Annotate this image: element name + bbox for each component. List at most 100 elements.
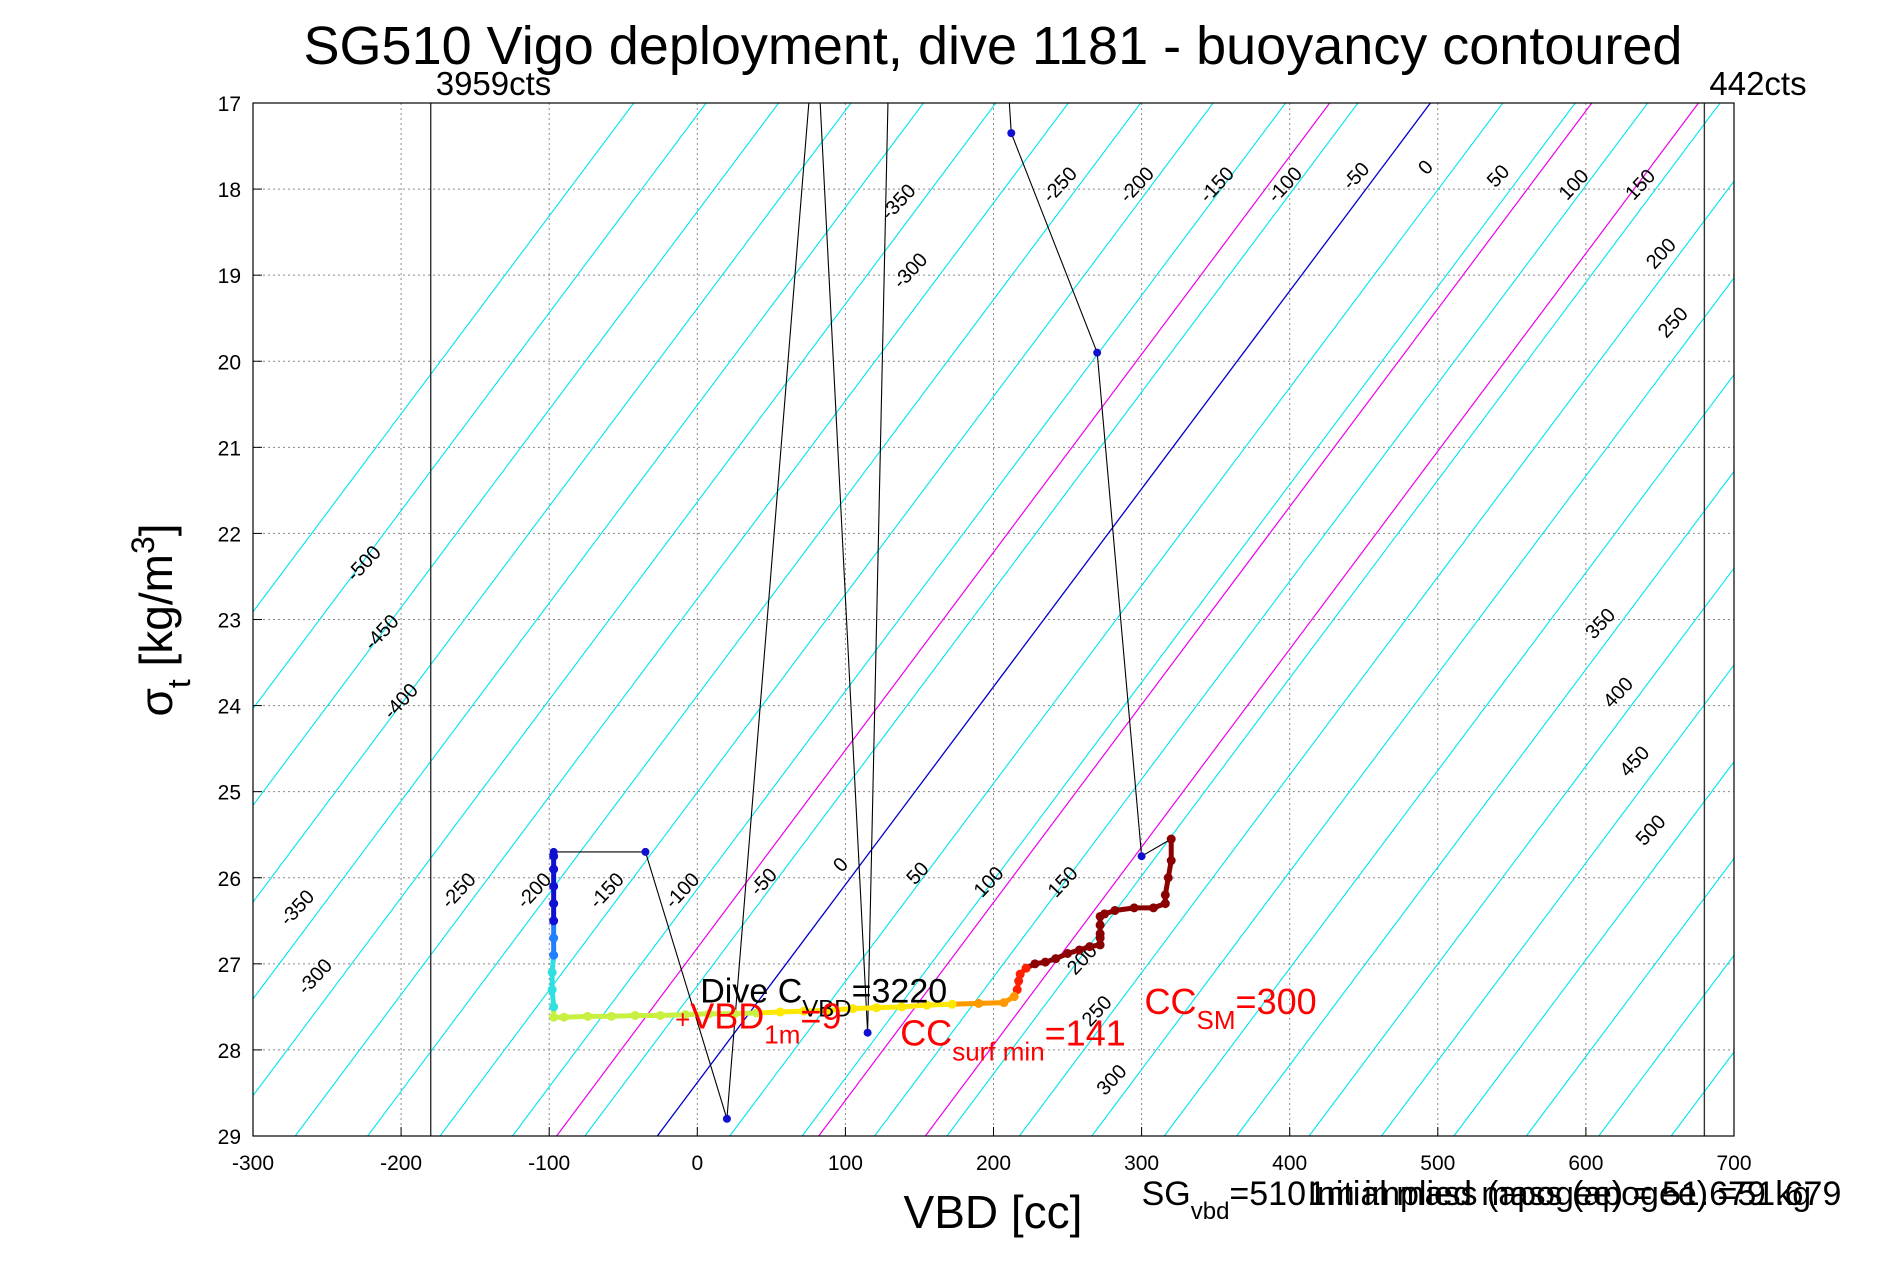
buoyancy-contour xyxy=(512,103,1286,1136)
trajectory-segment xyxy=(1141,838,1172,857)
buoyancy-contour xyxy=(1236,470,1734,1136)
dive-c-rest: =3220 xyxy=(852,973,948,1011)
trajectory-point xyxy=(1009,992,1019,1002)
y-tick-label: 23 xyxy=(218,610,241,633)
x-tick-label: -200 xyxy=(380,1152,422,1175)
x-tick-label: 200 xyxy=(976,1152,1011,1175)
trajectory-point xyxy=(1160,899,1170,909)
buoyancy-contour xyxy=(729,103,1504,1136)
contour-label: -250 xyxy=(1039,163,1082,207)
trajectory-point xyxy=(872,1003,882,1013)
trajectory-point xyxy=(1166,834,1176,844)
y-tick-label: 28 xyxy=(218,1040,241,1063)
buoyancy-contour xyxy=(801,103,1576,1136)
trajectory-point xyxy=(1166,856,1176,866)
contour-label: -350 xyxy=(877,180,920,224)
contour-label: -100 xyxy=(1264,163,1307,207)
trajectory-point xyxy=(549,899,559,909)
trajectory-segment xyxy=(819,103,869,1033)
trajectory-point xyxy=(704,1009,714,1019)
contour-label: -150 xyxy=(1195,163,1238,207)
y-tick-label: 21 xyxy=(218,437,241,460)
cc-surf-min-annotation: CCsurf min=141 xyxy=(900,1013,1126,1067)
contour-label: 50 xyxy=(902,858,933,889)
y-tick-label: 24 xyxy=(218,696,242,719)
trajectory-node xyxy=(722,1114,731,1123)
trajectory-node xyxy=(863,1028,872,1037)
vbd-1m-annotation: +VBD1m=9 xyxy=(675,995,841,1049)
trajectory-point xyxy=(1030,959,1040,969)
vbd-1m-rest: =9 xyxy=(800,995,841,1036)
contour-label: 250 xyxy=(1654,303,1693,342)
y-axis-label: σt [kg/m3] xyxy=(125,523,197,716)
y-tick-label: 26 xyxy=(218,868,241,891)
trajectory-node xyxy=(1007,129,1016,138)
buoyancy-contour xyxy=(294,103,1069,1136)
y-tick-label: 22 xyxy=(218,523,241,546)
trajectory-node xyxy=(641,847,650,856)
trajectory-point xyxy=(1085,942,1095,952)
buoyancy-contour xyxy=(1163,373,1734,1136)
trajectory-point xyxy=(974,998,984,1008)
trajectory-point xyxy=(1110,905,1120,915)
sg-vbd-sub: vbd xyxy=(1191,1197,1230,1224)
trajectory-point xyxy=(630,1010,640,1020)
trajectory-point xyxy=(1095,940,1105,950)
sg-vbd-main: SG xyxy=(1142,1175,1191,1213)
grid xyxy=(253,103,1734,1136)
vbd-1m-plus: + xyxy=(675,1004,690,1034)
x-tick-label: 300 xyxy=(1124,1152,1159,1175)
trajectory-point xyxy=(999,998,1009,1008)
contour-label: -450 xyxy=(360,610,403,654)
sg-vbd-annotation: SGvbd=510 xyxy=(1142,1175,1306,1225)
dive-trajectory xyxy=(547,103,1176,1123)
trajectory-node xyxy=(1137,852,1146,861)
vbd-limits: 3959cts 442cts xyxy=(430,65,1807,1136)
dive-c-main: Dive C xyxy=(700,973,802,1011)
reference-contour xyxy=(924,103,1699,1136)
contour-label: -400 xyxy=(379,679,422,723)
x-axis-label: VBD [cc] xyxy=(904,1186,1083,1238)
dive-c-sub: VBD xyxy=(802,995,851,1022)
y-axis-label-rest: [kg/m xyxy=(130,554,182,679)
vbd-limit-label: 442cts xyxy=(1709,65,1806,102)
y-tick-label: 29 xyxy=(218,1126,241,1149)
trajectory-point xyxy=(752,1008,762,1018)
trajectory-segment xyxy=(1008,103,1012,134)
buoyancy-contour xyxy=(253,103,997,1097)
implied-mass-annotation: 1m implied mass (apogee) =51.679 xyxy=(1307,1175,1841,1213)
contour-label: -250 xyxy=(437,869,480,913)
x-tick-label: 0 xyxy=(691,1152,703,1175)
contour-label: 0 xyxy=(1414,156,1438,179)
cc-surf-rest: =141 xyxy=(1045,1013,1126,1054)
cc-sm-main: CC xyxy=(1145,981,1197,1022)
buoyancy-contour xyxy=(1525,857,1734,1136)
y-tick-label: 27 xyxy=(218,954,241,977)
trajectory-point xyxy=(549,933,559,943)
contour-label: 150 xyxy=(1044,863,1083,902)
trajectory-point xyxy=(823,1005,833,1015)
x-tick-label: 100 xyxy=(828,1152,863,1175)
trajectory-point xyxy=(775,1007,785,1017)
contour-label: 300 xyxy=(1093,1061,1132,1100)
trajectory-point xyxy=(1160,890,1170,900)
trajectory-point xyxy=(947,999,957,1009)
sg-vbd-rest: =510 xyxy=(1229,1175,1306,1213)
y-tick-label: 17 xyxy=(218,93,241,116)
trajectory-segment xyxy=(1010,132,1098,353)
trajectory-point xyxy=(1095,933,1105,943)
trajectory-segment xyxy=(644,851,728,1119)
trajectory-node xyxy=(1093,348,1102,357)
trajectory-point xyxy=(1040,957,1050,967)
trajectory-point xyxy=(1129,903,1139,913)
contour-label: 350 xyxy=(1581,604,1620,643)
trajectory-point xyxy=(1095,911,1105,921)
y-tick-label: 25 xyxy=(218,782,241,805)
buoyancy-contour xyxy=(1381,664,1734,1136)
chart-title: SG510 Vigo deployment, dive 1181 - buoya… xyxy=(304,16,1683,76)
y-axis-label-sup: 3 xyxy=(125,536,161,554)
trajectory-point xyxy=(549,881,559,891)
trajectory-point xyxy=(848,1004,858,1014)
contour-label: 200 xyxy=(1642,234,1681,273)
